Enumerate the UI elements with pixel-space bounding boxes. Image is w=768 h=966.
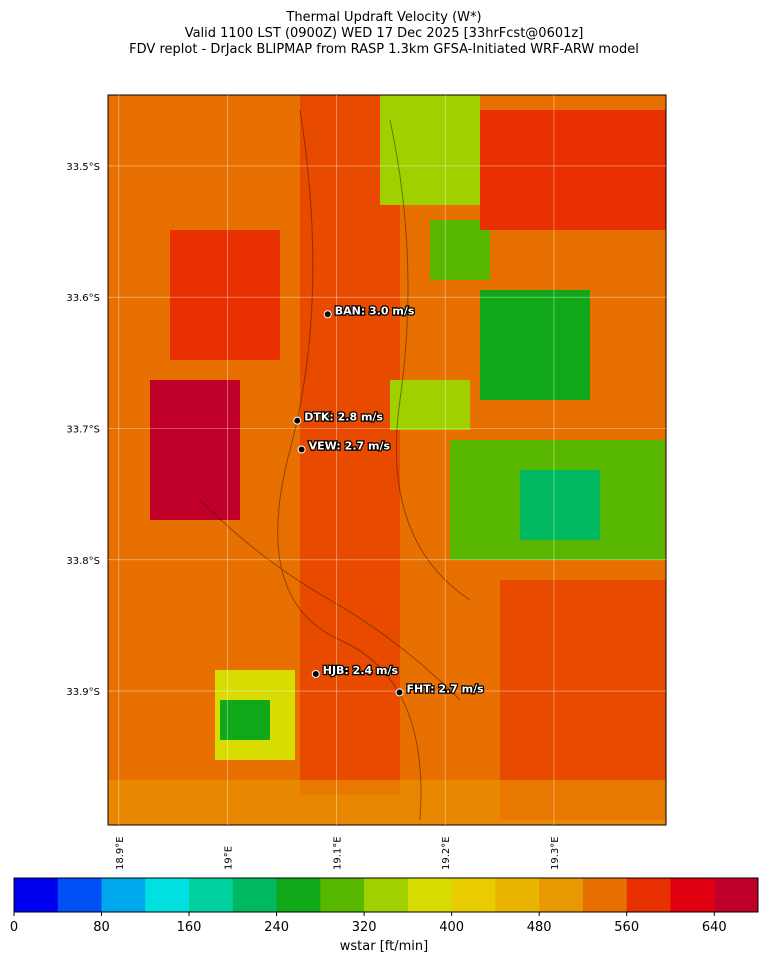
map-field	[108, 95, 666, 825]
colorbar-bin	[670, 878, 715, 912]
map-frame	[107, 94, 667, 826]
station-label: DTK: 2.8 m/s	[304, 411, 383, 424]
x-tick-label: 19°E	[224, 846, 235, 870]
station-marker	[293, 416, 302, 425]
station-marker	[323, 310, 332, 319]
y-tick-label: 33.7°S	[66, 424, 100, 435]
colorbar-bin	[626, 878, 671, 912]
station-marker	[297, 445, 306, 454]
colorbar-tick-label: 480	[527, 920, 552, 935]
station-marker	[311, 670, 320, 679]
colorbar-bin	[57, 878, 103, 912]
colorbar-tick-label: 320	[352, 920, 377, 935]
colorbar-bin	[451, 878, 496, 912]
y-tick-label: 33.6°S	[66, 293, 100, 304]
colorbar-tick-label: 0	[10, 920, 18, 935]
colorbar-tick-label: 80	[93, 920, 110, 935]
colorbar-bin	[101, 878, 146, 912]
title: Valid 1100 LST (0900Z) WED 17 Dec 2025 […	[185, 26, 584, 41]
x-tick-label: 19.3°E	[550, 836, 561, 870]
colorbar-tick-label: 560	[614, 920, 639, 935]
colorbar-bin	[364, 878, 409, 912]
x-tick-label: 19.1°E	[332, 836, 343, 870]
colorbar-bin	[276, 878, 321, 912]
station-label: HJB: 2.4 m/s	[323, 664, 399, 677]
colorbar-tick-label: 160	[177, 920, 202, 935]
title: FDV replot - DrJack BLIPMAP from RASP 1.…	[129, 42, 639, 57]
colorbar-tick-label: 640	[702, 920, 727, 935]
colorbar-bin	[232, 878, 278, 912]
colorbar-label: wstar [ft/min]	[340, 939, 428, 954]
colorbar-bin	[714, 878, 759, 912]
colorbar-bin	[495, 878, 540, 912]
x-tick-label: 19.2°E	[441, 836, 452, 870]
colorbar-bin	[320, 878, 365, 912]
title: Thermal Updraft Velocity (W*)	[285, 10, 481, 25]
station-label: BAN: 3.0 m/s	[335, 304, 415, 317]
y-tick-label: 33.8°S	[66, 556, 100, 567]
colorbar-tick-label: 240	[264, 920, 289, 935]
colorbar-bin	[539, 878, 584, 912]
colorbar-tick-label: 400	[439, 920, 464, 935]
y-tick-label: 33.5°S	[66, 162, 100, 173]
colorbar-bin	[582, 878, 628, 912]
colorbar-bin	[14, 878, 59, 912]
colorbar-bin	[407, 878, 453, 912]
x-tick-label: 18.9°E	[115, 836, 126, 870]
y-tick-label: 33.9°S	[66, 687, 100, 698]
colorbar-frame	[13, 877, 759, 913]
station-label: FHT: 2.7 m/s	[407, 682, 485, 695]
station-marker	[395, 688, 404, 697]
colorbar-bin	[189, 878, 234, 912]
station-label: VEW: 2.7 m/s	[309, 439, 391, 452]
colorbar-bin	[145, 878, 190, 912]
